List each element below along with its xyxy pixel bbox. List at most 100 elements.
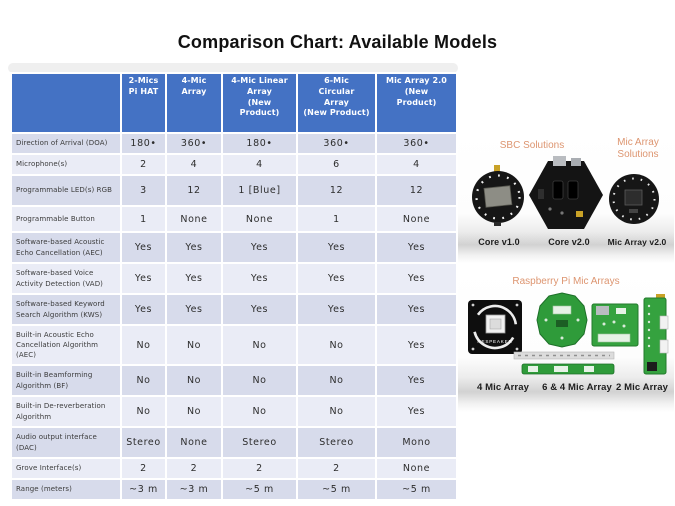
table-row: Built-in Acoustic Echo Cancellation Algo… <box>10 324 458 366</box>
value-cell: ~3 m <box>165 478 223 501</box>
page-title: Comparison Chart: Available Models <box>177 32 498 52</box>
table-row: Software-based Keyword Search Algorithm … <box>10 293 458 326</box>
value-cell: 360• <box>165 132 223 155</box>
table-top-shadow <box>8 63 458 73</box>
table-row: Grove Interface(s) 2 2 2 2 None <box>10 457 458 480</box>
mic-array-v2-board-image <box>609 174 659 224</box>
table-row: Audio output interface (DAC) Stereo None… <box>10 426 458 459</box>
value-cell: Yes <box>296 262 377 295</box>
value-cell: 4 <box>221 153 298 176</box>
four-mic-array-caption: 4 Mic Array <box>477 382 529 393</box>
header-mic-array-20: Mic Array 2.0 (New Product) <box>375 72 458 134</box>
value-cell: 2 <box>120 457 167 480</box>
row-label: Built-in Beamforming Algorithm (BF) <box>10 364 122 397</box>
value-cell: Stereo <box>221 426 298 459</box>
row-label: Software-based Acoustic Echo Cancellatio… <box>10 231 122 264</box>
row-label: Software-based Keyword Search Algorithm … <box>10 293 122 326</box>
core-v2-caption: Core v2.0 <box>548 237 590 247</box>
row-label: Built-in De-reverberation Algorithm <box>10 395 122 428</box>
value-cell: 12 <box>165 174 223 207</box>
value-cell: 12 <box>296 174 377 207</box>
two-mic-array-caption: 2 Mic Array <box>616 382 668 393</box>
value-cell: None <box>375 457 458 480</box>
value-cell: Yes <box>221 231 298 264</box>
value-cell: 6 <box>296 153 377 176</box>
value-cell: Yes <box>221 262 298 295</box>
value-cell: 2 <box>120 153 167 176</box>
value-cell: Yes <box>165 231 223 264</box>
table-row: Built-in Beamforming Algorithm (BF) No N… <box>10 364 458 397</box>
row-label: Programmable LED(s) RGB <box>10 174 122 207</box>
value-cell: Yes <box>296 293 377 326</box>
table-row: Range (meters) ~3 m ~3 m ~5 m ~5 m ~5 m <box>10 478 458 501</box>
value-cell: No <box>296 395 377 428</box>
six-and-four-mic-array-boards-image <box>513 292 639 375</box>
value-cell: No <box>120 324 167 366</box>
value-cell: ~5 m <box>375 478 458 501</box>
header-4mic-linear-array: 4-Mic Linear Array (New Product) <box>221 72 298 134</box>
value-cell: None <box>165 426 223 459</box>
value-cell: Yes <box>120 231 167 264</box>
value-cell: No <box>165 364 223 397</box>
value-cell: Stereo <box>296 426 377 459</box>
sbc-boards-illustration <box>472 156 659 229</box>
value-cell: Yes <box>296 231 377 264</box>
value-cell: None <box>165 205 223 233</box>
value-cell: 2 <box>221 457 298 480</box>
row-label: Software-based Voice Activity Detection … <box>10 262 122 295</box>
value-cell: 1 <box>296 205 377 233</box>
table-row: Programmable Button 1 None None 1 None <box>10 205 458 233</box>
table-row: Microphone(s) 2 4 4 6 4 <box>10 153 458 176</box>
two-mic-array-board-image <box>643 294 669 375</box>
core-v1-board-image <box>472 165 524 226</box>
respeaker-board-text: RESPEAKER <box>477 339 512 344</box>
table-row: Direction of Arrival (DOA) 180• 360• 180… <box>10 132 458 155</box>
table-header-row: 2-Mics Pi HAT 4-Mic Array 4-Mic Linear A… <box>10 72 458 134</box>
sbc-solutions-heading: SBC Solutions <box>499 140 565 151</box>
value-cell: 3 <box>120 174 167 207</box>
raspberry-pi-mic-arrays-heading: Raspberry Pi Mic Arrays <box>512 276 620 287</box>
header-4mic-array: 4-Mic Array <box>165 72 223 134</box>
raspberry-pi-mic-arrays-photo: Raspberry Pi Mic Arrays RESPEAKER <box>458 268 674 412</box>
value-cell: Yes <box>375 231 458 264</box>
value-cell: 4 <box>375 153 458 176</box>
value-cell: 2 <box>165 457 223 480</box>
row-label: Microphone(s) <box>10 153 122 176</box>
sbc-solutions-photo: SBC Solutions Mic Array Solutions <box>458 133 674 263</box>
value-cell: None <box>375 205 458 233</box>
value-cell: Yes <box>120 293 167 326</box>
comparison-table: 2-Mics Pi HAT 4-Mic Array 4-Mic Linear A… <box>10 72 458 501</box>
value-cell: Yes <box>120 262 167 295</box>
row-label: Programmable Button <box>10 205 122 233</box>
table-row: Built-in De-reverberation Algorithm No N… <box>10 395 458 428</box>
value-cell: Yes <box>375 324 458 366</box>
value-cell: No <box>221 395 298 428</box>
value-cell: 1 <box>120 205 167 233</box>
value-cell: Yes <box>165 293 223 326</box>
value-cell: ~3 m <box>120 478 167 501</box>
core-v2-board-image <box>529 156 603 229</box>
value-cell: No <box>296 324 377 366</box>
rpi-boards-illustration: RESPEAKER <box>468 292 669 375</box>
value-cell: 180• <box>120 132 167 155</box>
row-label: Audio output interface (DAC) <box>10 426 122 459</box>
four-mic-array-board-image: RESPEAKER <box>468 300 522 354</box>
value-cell: Stereo <box>120 426 167 459</box>
value-cell: None <box>221 205 298 233</box>
mic-array-solutions-heading: Mic Array Solutions <box>617 137 659 160</box>
row-label: Built-in Acoustic Echo Cancellation Algo… <box>10 324 122 366</box>
header-2mics-pi-hat: 2-Mics Pi HAT <box>120 72 167 134</box>
value-cell: Mono <box>375 426 458 459</box>
value-cell: No <box>296 364 377 397</box>
value-cell: Yes <box>375 395 458 428</box>
header-empty-cell <box>10 72 122 134</box>
table-row: Software-based Acoustic Echo Cancellatio… <box>10 231 458 264</box>
value-cell: 180• <box>221 132 298 155</box>
six-and-four-mic-array-caption: 6 & 4 Mic Array <box>542 382 612 393</box>
core-v1-caption: Core v1.0 <box>478 237 520 247</box>
value-cell: No <box>165 324 223 366</box>
row-label: Range (meters) <box>10 478 122 501</box>
value-cell: Yes <box>375 364 458 397</box>
row-label: Grove Interface(s) <box>10 457 122 480</box>
value-cell: Yes <box>375 293 458 326</box>
